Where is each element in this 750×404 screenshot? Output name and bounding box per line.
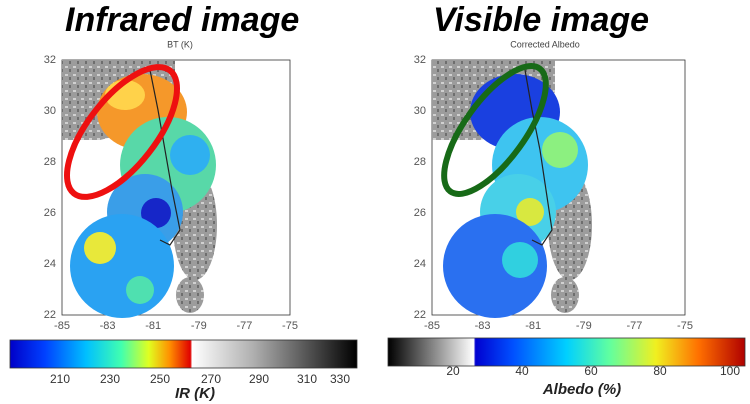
x-tick-label: -79 (191, 320, 207, 332)
y-tick-label: 28 (414, 156, 426, 168)
y-tick-label: 30 (44, 105, 56, 117)
ir-colorbar (9, 339, 358, 369)
y-tick-label: 22 (414, 309, 426, 321)
y-tick-label: 30 (414, 105, 426, 117)
y-tick-label: 24 (44, 258, 56, 270)
y-tick-label: 32 (414, 54, 426, 66)
colorbar-tick-label: 330 (330, 372, 350, 386)
y-tick-label: 26 (44, 207, 56, 219)
panel-subtitle: BT (K) (167, 39, 193, 49)
visible-map (431, 59, 686, 318)
x-tick-label: -83 (475, 320, 491, 332)
colorbar-tick-label: 100 (720, 364, 740, 378)
x-tick-label: -81 (145, 320, 161, 332)
ir-map (61, 59, 291, 318)
y-tick-label: 32 (44, 54, 56, 66)
colorbar-tick-label: 310 (297, 372, 317, 386)
colorbar-tick-label: 80 (653, 364, 667, 378)
colorbar-tick-label: 20 (446, 364, 460, 378)
panel-title: Infrared image (65, 1, 299, 39)
y-tick-label: 26 (414, 207, 426, 219)
y-tick-label: 28 (44, 156, 56, 168)
colorbar-tick-label: 210 (50, 372, 70, 386)
x-tick-label: -77 (626, 320, 642, 332)
x-tick-label: -75 (677, 320, 693, 332)
x-tick-label: -79 (576, 320, 592, 332)
x-tick-label: -85 (424, 320, 440, 332)
x-tick-label: -75 (282, 320, 298, 332)
colorbar-tick-label: 290 (249, 372, 269, 386)
colorbar-tick-label: 230 (100, 372, 120, 386)
colorbar-tick-label: 60 (584, 364, 598, 378)
x-tick-label: -77 (236, 320, 252, 332)
colorbar-tick-label: 270 (201, 372, 221, 386)
albedo-colorbar (387, 337, 746, 367)
panel-subtitle: Corrected Albedo (510, 39, 580, 49)
y-tick-label: 22 (44, 309, 56, 321)
panel-title: Visible image (433, 1, 649, 39)
colorbar-label: IR (K) (175, 385, 215, 402)
x-tick-label: -83 (100, 320, 116, 332)
colorbar-tick-label: 40 (515, 364, 529, 378)
colorbar-tick-label: 250 (150, 372, 170, 386)
x-tick-label: -85 (54, 320, 70, 332)
colorbar-label: Albedo (%) (542, 381, 621, 398)
y-tick-label: 24 (414, 258, 426, 270)
x-tick-label: -81 (525, 320, 541, 332)
